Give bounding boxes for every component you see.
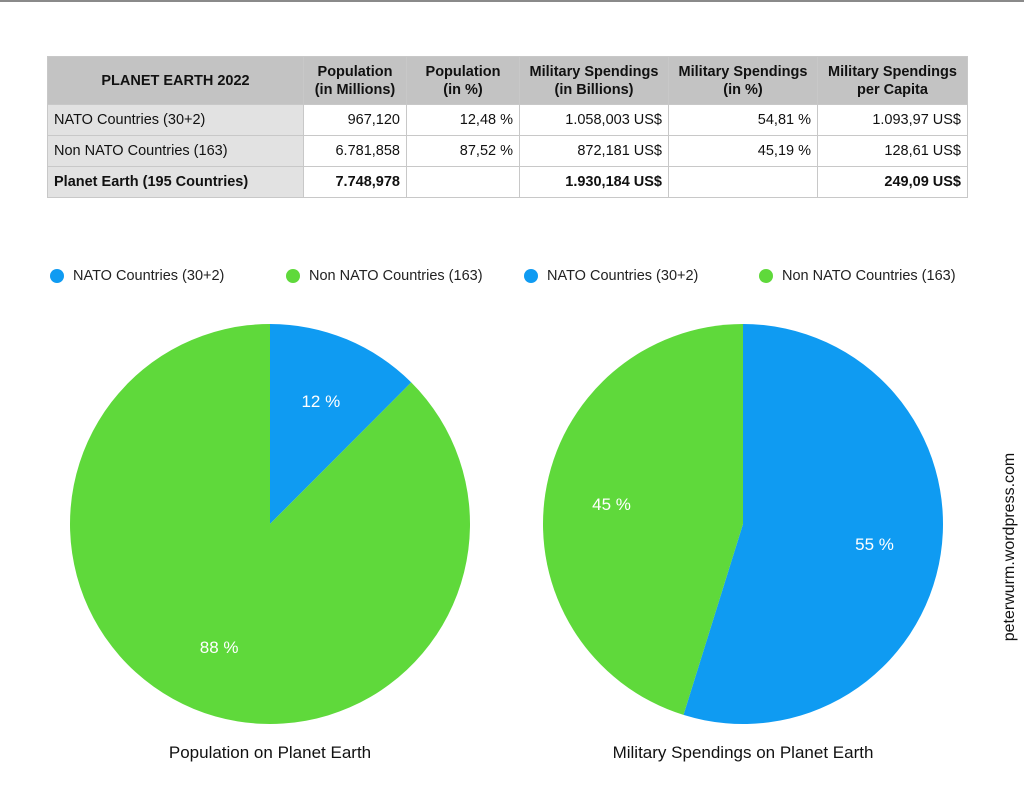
legend-item-non-nato-2: Non NATO Countries (163) (759, 268, 956, 284)
table-header-row: PLANET EARTH 2022 Population (in Million… (47, 56, 968, 105)
row-label: Non NATO Countries (163) (47, 135, 304, 167)
table-cell: 967,120 (303, 104, 407, 136)
table-cell: 1.093,97 US$ (817, 104, 968, 136)
pie-data-label: 55 % (855, 535, 894, 554)
legend-label: NATO Countries (30+2) (547, 268, 699, 284)
table-row: Non NATO Countries (163) 6.781,858 87,52… (47, 135, 968, 167)
header-cell: Military Spendings per Capita (817, 56, 968, 105)
legend-label: NATO Countries (30+2) (73, 268, 225, 284)
table-cell: 1.058,003 US$ (519, 104, 669, 136)
top-border (0, 0, 1024, 2)
table-cell: 872,181 US$ (519, 135, 669, 167)
table-cell: 128,61 US$ (817, 135, 968, 167)
table-cell: 7.748,978 (303, 166, 407, 198)
header-cell: Population (in Millions) (303, 56, 407, 105)
summary-table: PLANET EARTH 2022 Population (in Million… (47, 56, 968, 198)
pie-slice-nato (683, 324, 943, 724)
chart-title-military: Military Spendings on Planet Earth (612, 743, 874, 762)
pie-slice-non-nato (542, 324, 743, 715)
legend-item-nato-1: NATO Countries (30+2) (50, 268, 224, 284)
pie-data-label: 88 % (200, 638, 239, 657)
chart-title-population: Population on Planet Earth (168, 743, 372, 762)
pie-data-label: 12 % (301, 392, 340, 411)
table-cell (406, 166, 520, 198)
legend-dot-nato (524, 269, 538, 283)
pie-slice-nato (270, 323, 412, 524)
table-row: NATO Countries (30+2) 967,120 12,48 % 1.… (47, 104, 968, 136)
table-row-total: Planet Earth (195 Countries) 7.748,978 1… (47, 166, 968, 198)
legend-dot-non-nato (759, 269, 773, 283)
pie-slice-non-nato (70, 324, 470, 724)
legend-dot-non-nato (286, 269, 300, 283)
legend-label: Non NATO Countries (163) (309, 268, 483, 284)
legend-item-nato-2: NATO Countries (30+2) (524, 268, 698, 284)
table-cell: 54,81 % (668, 104, 818, 136)
header-cell: PLANET EARTH 2022 (47, 56, 304, 105)
table-cell: 1.930,184 US$ (519, 166, 669, 198)
table-cell: 6.781,858 (303, 135, 407, 167)
table-cell: 249,09 US$ (817, 166, 968, 198)
row-label: NATO Countries (30+2) (47, 104, 304, 136)
header-cell: Military Spendings (in %) (668, 56, 818, 105)
header-cell: Military Spendings (in Billions) (519, 56, 669, 105)
watermark: peterwurm.wordpress.com (1001, 452, 1018, 642)
table-cell (668, 166, 818, 198)
pie-data-label: 45 % (592, 495, 631, 514)
legend-label: Non NATO Countries (163) (782, 268, 956, 284)
row-label: Planet Earth (195 Countries) (47, 166, 304, 198)
legend-item-non-nato-1: Non NATO Countries (163) (286, 268, 483, 284)
legend-dot-nato (50, 269, 64, 283)
